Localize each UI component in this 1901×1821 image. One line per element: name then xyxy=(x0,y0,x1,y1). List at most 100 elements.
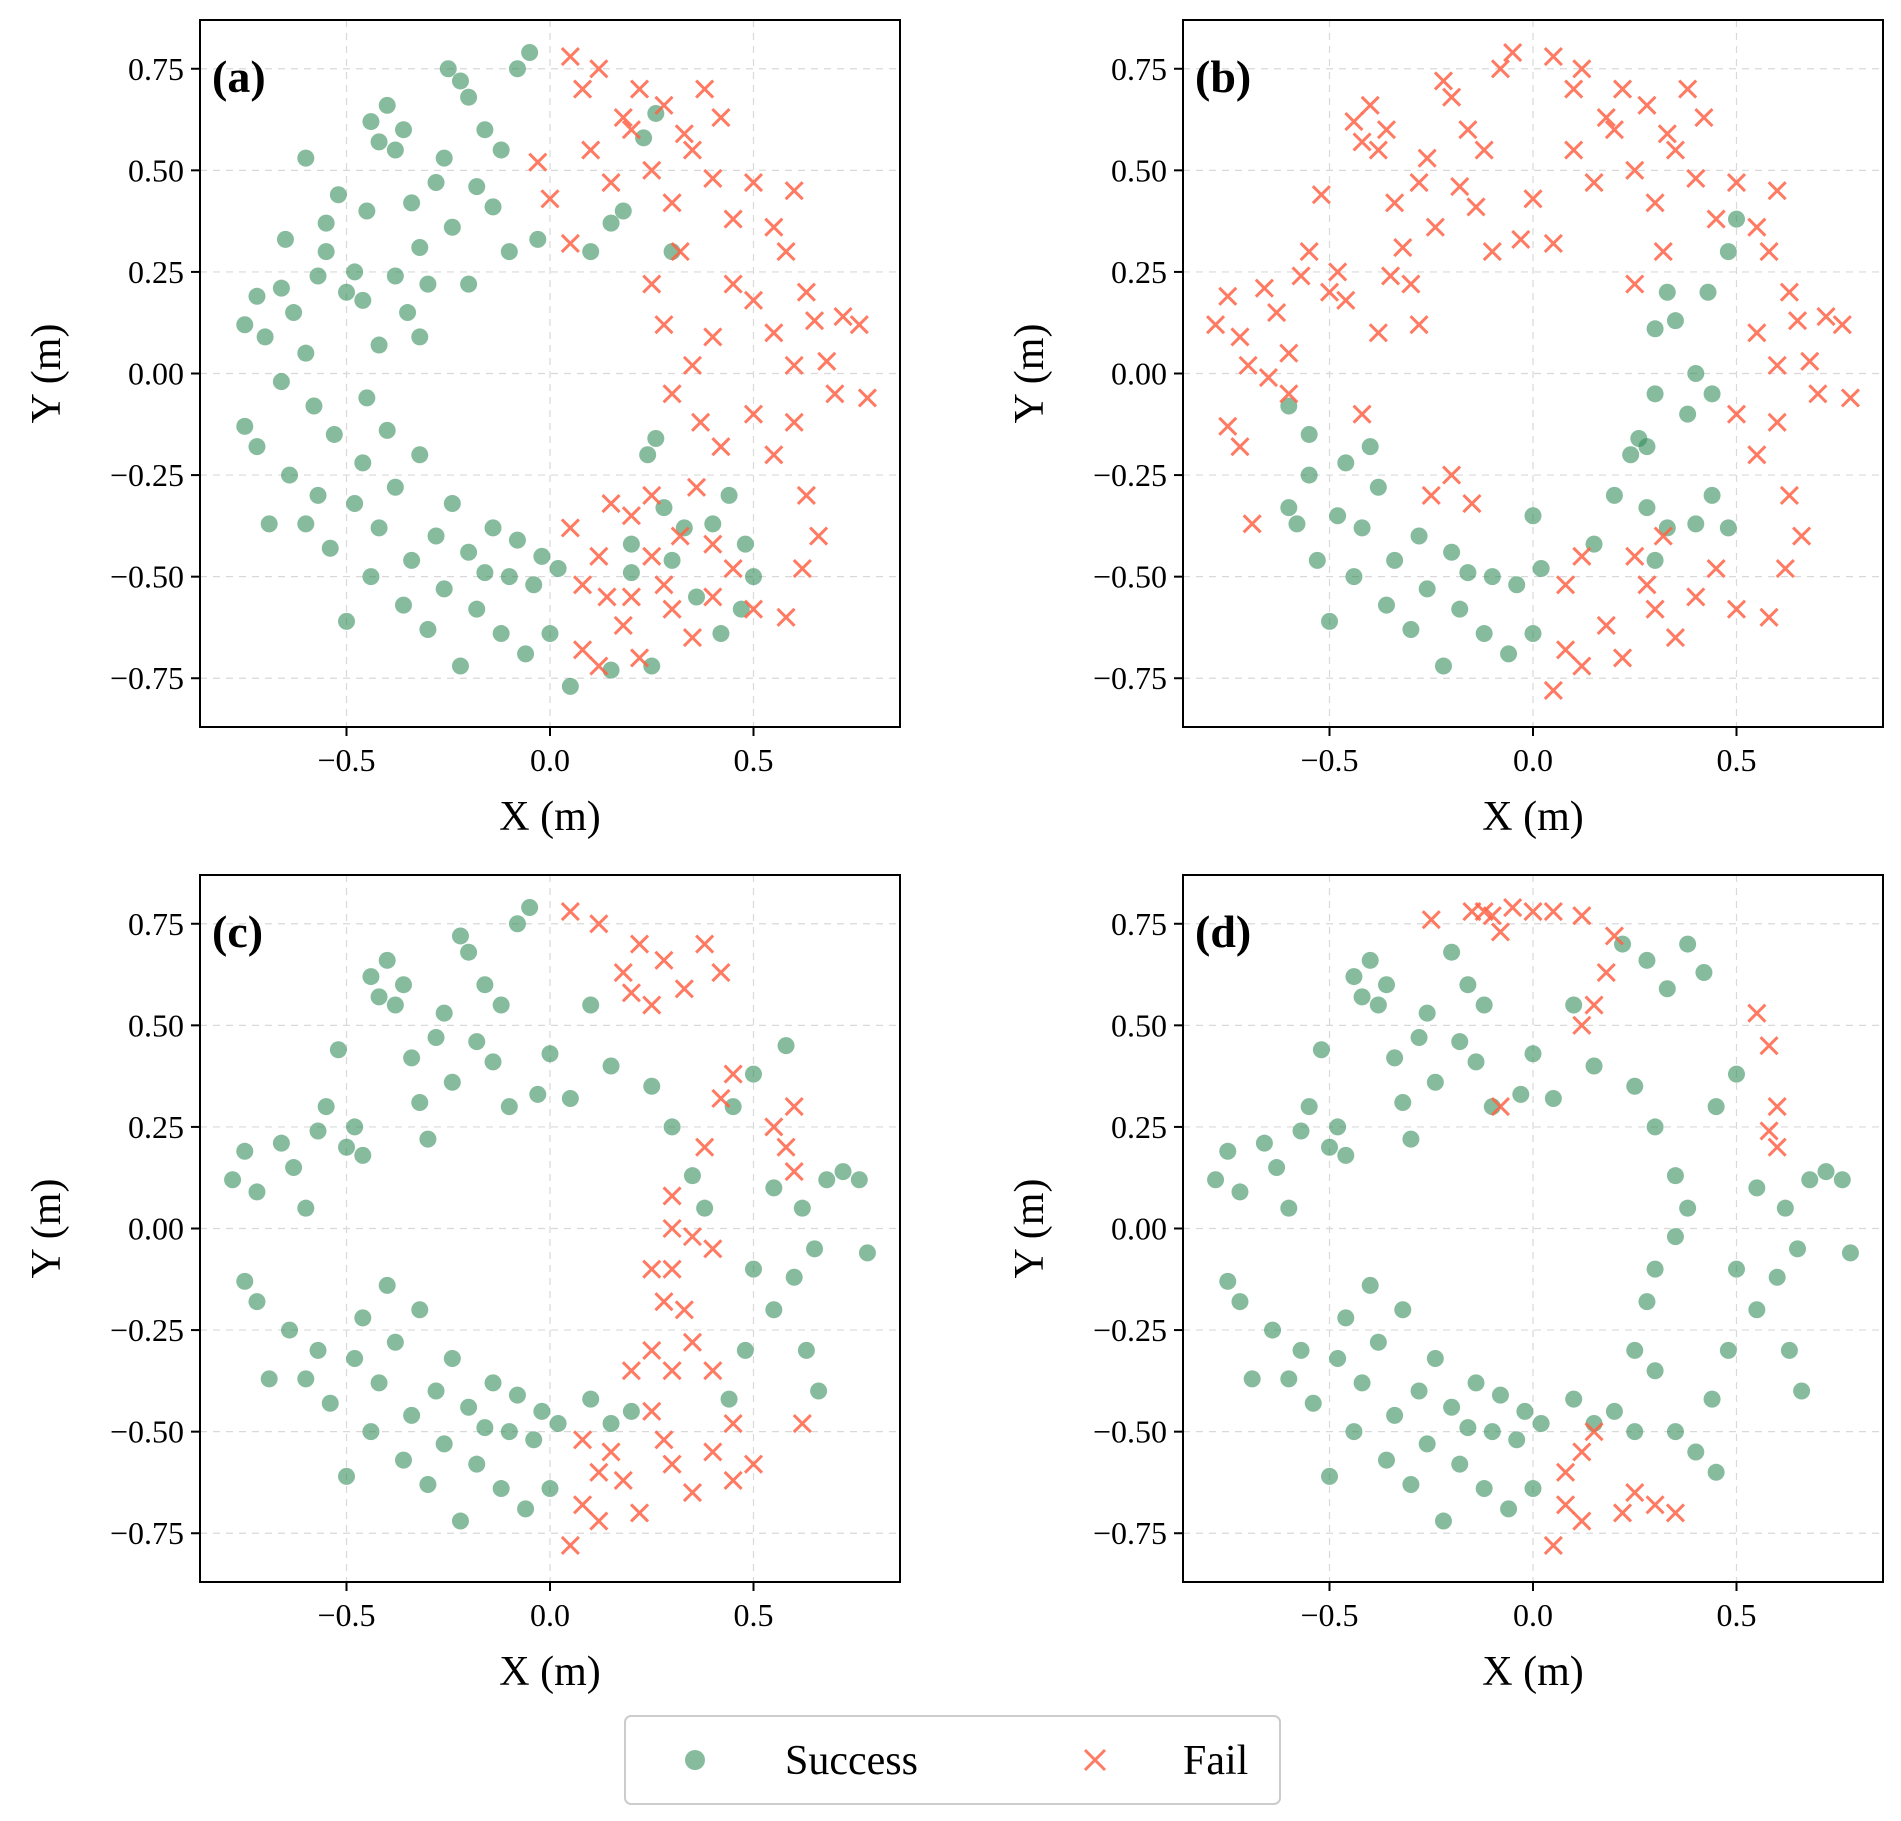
fail-point xyxy=(662,1218,682,1239)
fail-point xyxy=(629,934,650,954)
success-point xyxy=(720,486,738,504)
success-point xyxy=(858,1244,876,1262)
success-point xyxy=(321,539,339,557)
fail-point xyxy=(1368,323,1388,343)
fail-point xyxy=(1482,242,1502,262)
success-point xyxy=(236,1142,254,1160)
fail-point xyxy=(1767,412,1787,432)
fail-point xyxy=(674,979,694,999)
fail-point xyxy=(642,1259,662,1279)
success-point xyxy=(484,198,502,216)
fail-point xyxy=(560,233,580,254)
fail-point xyxy=(1800,351,1820,371)
success-point xyxy=(443,495,461,513)
success-point xyxy=(317,214,335,232)
fail-point xyxy=(629,648,650,668)
success-point xyxy=(435,1435,453,1453)
fail-point xyxy=(572,640,593,660)
fail-point xyxy=(1767,181,1787,201)
fail-point xyxy=(1425,217,1445,237)
fail-point xyxy=(1409,172,1429,193)
fail-point xyxy=(642,1340,662,1360)
fail-point xyxy=(528,152,548,172)
fail-point xyxy=(1490,59,1511,79)
fail-point xyxy=(1543,902,1563,922)
fail-point xyxy=(1450,177,1470,197)
y-tick-label: −0.75 xyxy=(1093,1515,1167,1551)
fail-point xyxy=(1352,132,1372,152)
success-point xyxy=(1679,935,1697,953)
x-axis-label: X (m) xyxy=(499,1649,600,1695)
fail-point xyxy=(1409,315,1429,335)
panels: −0.5 0.0 0.5 −0.75 −0.50 −0.25 0.00 0.25 0.50 0.7… xyxy=(24,19,1884,1695)
fail-point xyxy=(682,1227,703,1247)
success-point xyxy=(663,551,681,569)
y-axis-label: Y (m) xyxy=(24,324,70,424)
fail-point xyxy=(682,355,703,375)
success-point xyxy=(1565,1390,1583,1408)
success-point xyxy=(1719,243,1737,261)
success-point xyxy=(1544,1089,1562,1107)
fail-point xyxy=(629,1503,650,1523)
success-point xyxy=(1707,1098,1725,1116)
fail-point xyxy=(723,274,743,294)
success-point xyxy=(508,915,526,933)
success-point xyxy=(1841,1244,1859,1262)
success-point xyxy=(1666,312,1684,330)
y-tick-label: −0.50 xyxy=(1093,559,1167,595)
fail-point xyxy=(654,950,674,970)
fail-point xyxy=(1344,112,1364,132)
fail-point xyxy=(1645,193,1665,213)
success-point xyxy=(1337,1146,1355,1164)
success-point xyxy=(281,466,299,484)
success-point xyxy=(1231,1183,1249,1201)
success-point xyxy=(765,1301,783,1319)
fail-point xyxy=(1584,1422,1604,1442)
success-point xyxy=(1369,996,1387,1014)
fail-point xyxy=(1726,599,1747,619)
success-point xyxy=(309,486,327,504)
x-tick-label: 0.0 xyxy=(530,742,570,778)
y-tick-label: 0.25 xyxy=(128,1109,184,1145)
success-point xyxy=(1426,1073,1444,1091)
success-point xyxy=(1658,283,1676,301)
legend-box xyxy=(624,1715,1281,1805)
scatter-panel-c: −0.5 0.0 0.5 −0.75 −0.50 −0.25 0.00 0.25 0.50 0.7… xyxy=(24,874,901,1695)
success-point xyxy=(1475,625,1493,643)
x-tick-label: 0.5 xyxy=(733,742,773,778)
success-point xyxy=(1353,519,1371,537)
fail-point xyxy=(662,1259,682,1279)
success-point xyxy=(736,535,754,553)
fail-point xyxy=(1376,120,1397,140)
x-tick-label: 0.5 xyxy=(733,1597,773,1633)
success-point xyxy=(1658,519,1676,537)
fail-point xyxy=(1686,168,1706,189)
success-point xyxy=(236,417,254,435)
fail-point xyxy=(711,107,731,128)
success-point xyxy=(1329,1118,1347,1136)
fail-point xyxy=(662,599,682,619)
fail-point xyxy=(642,485,662,505)
success-point xyxy=(1410,527,1428,545)
success-point xyxy=(529,1085,547,1103)
success-point xyxy=(411,446,429,464)
success-point xyxy=(248,438,266,456)
success-point xyxy=(1219,1142,1237,1160)
fail-point xyxy=(572,1495,593,1515)
success-point xyxy=(1418,1004,1436,1022)
success-point xyxy=(435,1004,453,1022)
success-point xyxy=(1500,645,1518,663)
success-point xyxy=(1394,1301,1412,1319)
success-point xyxy=(602,1415,620,1433)
success-point xyxy=(1459,564,1477,582)
success-point xyxy=(1243,1370,1261,1388)
success-point xyxy=(521,44,539,62)
success-point xyxy=(435,580,453,598)
fail-point xyxy=(621,1361,641,1381)
panel-label: (b) xyxy=(1195,51,1251,102)
y-tick-label: 0.50 xyxy=(1111,152,1167,188)
success-point xyxy=(1321,1138,1339,1156)
success-point xyxy=(1345,568,1363,586)
fail-point xyxy=(1612,79,1633,99)
